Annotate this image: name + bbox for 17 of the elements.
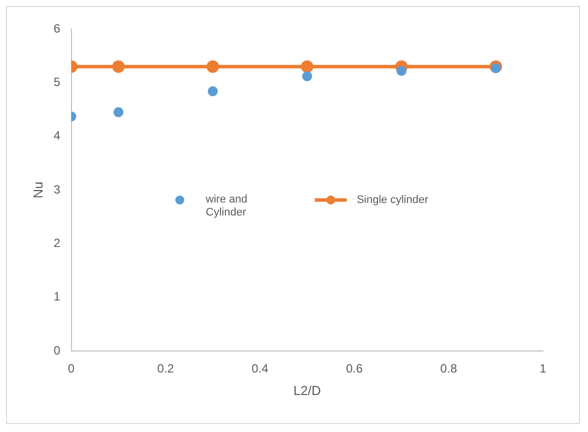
y-tick-label: 0	[54, 343, 61, 358]
x-tick-label: 0	[68, 362, 75, 376]
x-tick-label: 1	[540, 362, 547, 376]
y-tick-label: 5	[54, 74, 61, 89]
y-tick-label: 6	[54, 21, 61, 36]
y-tick-label: 1	[54, 290, 61, 304]
x-axis-title: L2/D	[293, 382, 321, 398]
y-tick-label: 2	[54, 236, 61, 250]
x-tick-label: 0.6	[346, 362, 363, 376]
y-axis-title: Nu	[30, 182, 46, 198]
y-tick-label: 3	[54, 182, 61, 196]
legend-label: wire and Cylinder	[204, 194, 248, 219]
x-tick-label: 0.4	[252, 362, 269, 376]
x-tick-label: 0.2	[157, 362, 174, 376]
legend-label: Single cylinder	[356, 194, 429, 206]
x-tick-label: 0.8	[440, 362, 458, 376]
y-tick-label: 4	[54, 128, 61, 143]
